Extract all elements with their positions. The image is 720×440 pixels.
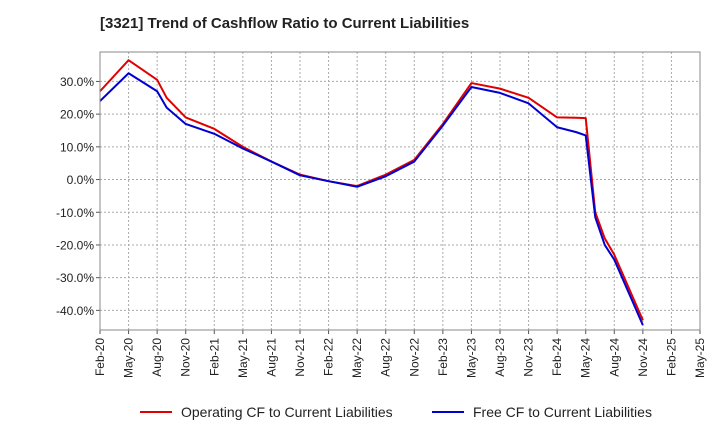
legend-swatch-free-cf [432,411,464,413]
legend-item-operating-cf: Operating CF to Current Liabilities [140,404,393,420]
legend-label-operating-cf: Operating CF to Current Liabilities [181,404,393,420]
x-axis: Feb-20 May-20 Aug-20 Nov-20 Feb-21 May-21 Aug-… [93,330,707,378]
y-tick-label: 20.0% [60,108,94,122]
x-tick-label: Feb-20 [93,338,107,376]
x-tick-label: Nov-20 [179,338,193,377]
x-tick-label: Feb-23 [436,338,450,376]
y-tick-label: -30.0% [56,271,94,285]
series-line-free-cf [99,72,644,326]
chart-title: [3321] Trend of Cashflow Ratio to Curren… [100,15,470,32]
legend-item-free-cf: Free CF to Current Liabilities [432,404,652,420]
plot-frame [99,51,701,331]
x-tick-label: Aug-23 [493,338,507,377]
grid [99,52,701,330]
y-tick-label: 0.0% [67,173,95,187]
y-axis: 30.0% 20.0% 10.0% 0.0% -10.0% -20.0% -30.0% -40… [56,75,100,318]
y-tick-label: -40.0% [56,304,94,318]
legend-label-free-cf: Free CF to Current Liabilities [473,404,652,420]
legend-swatch-operating-cf [140,411,172,413]
series-lines [99,59,644,326]
x-tick-label: May-25 [693,338,707,378]
y-tick-label: 10.0% [60,140,94,154]
x-tick-label: May-24 [579,338,593,378]
x-tick-label: Aug-24 [607,338,621,377]
y-tick-label: 30.0% [60,75,94,89]
x-tick-label: Aug-21 [264,338,278,377]
x-tick-label: May-23 [464,338,478,378]
x-tick-label: May-21 [236,338,250,378]
x-tick-label: Feb-24 [550,338,564,376]
x-tick-label: Feb-25 [664,338,678,376]
legend: Operating CF to Current Liabilities Free… [0,404,720,426]
x-tick-label: Feb-21 [207,338,221,376]
y-tick-label: -20.0% [56,238,94,252]
x-tick-label: Aug-22 [379,338,393,377]
x-tick-label: Nov-24 [636,338,650,377]
x-tick-label: Feb-22 [322,338,336,376]
x-tick-label: May-20 [122,338,136,378]
series-line-operating-cf [99,59,644,321]
y-tick-label: -10.0% [56,206,94,220]
x-tick-label: Nov-23 [522,338,536,377]
x-tick-label: Nov-22 [407,338,421,377]
x-tick-label: May-22 [350,338,364,378]
x-tick-label: Aug-20 [150,338,164,377]
x-tick-label: Nov-21 [293,338,307,377]
